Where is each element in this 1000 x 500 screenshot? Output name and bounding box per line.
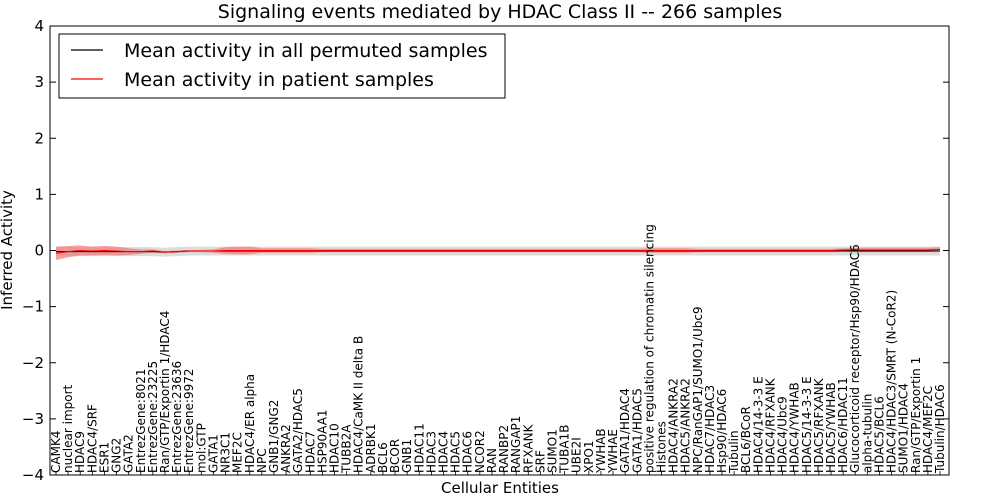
category-label: HDAC4/YWHAB [788,382,802,473]
category-label: HDAC6/HDAC11 [836,377,850,473]
category-label: RANGAP1 [509,416,523,473]
y-tick-label: 3 [34,73,44,91]
y-tick-label: −2 [22,354,44,372]
category-label: alpha-tubulin [860,394,874,473]
category-label: RANBP2 [497,425,511,473]
category-label: TUBB2A [340,424,354,474]
y-tick-label: 2 [34,129,44,147]
category-label: HDAC5/14-3-3 E [800,376,814,473]
legend-label-permuted: Mean activity in all permuted samples [124,40,487,62]
legend: Mean activity in all permuted samples Me… [58,33,506,99]
patient-band [56,245,940,261]
category-label: BCOR [388,439,402,473]
category-label: Hsp90/HDAC6 [715,389,729,473]
category-label: NR3C1 [219,432,233,473]
category-label: SUMO1/HDAC4 [897,383,911,473]
category-label: GATA1/HDAC5 [630,388,644,473]
category-label: Ran/GTP/Exportin 1/HDAC4 [158,311,172,473]
category-label: HDAC4/ANKRA2 [667,378,681,473]
y-tick-label: −1 [22,298,44,316]
category-label: NPC/RanGAP1/SUMO1/Ubc9 [691,306,705,473]
category-label: MEF2C [231,432,245,473]
category-label: HDAC5/ANKRA2 [679,378,693,473]
line-layer [55,248,941,254]
y-tick-label: 1 [34,185,44,203]
category-label: mol:GTP [194,423,208,473]
category-label: Histones [654,421,668,473]
category-label: YWHAE [606,429,620,474]
category-label: GATA1 [206,434,220,473]
plot-frame [49,25,950,476]
category-label: HSP90AA1 [315,409,329,473]
legend-box [58,33,506,99]
category-label: HDAC4/MEF2C [921,386,935,473]
category-label: CAMK4 [49,431,63,473]
category-label: GNB1 [400,439,414,473]
y-tick-label: 0 [34,242,44,260]
category-label: NPC [255,448,269,473]
category-label: GATA2 [122,434,136,473]
category-label: GNB1/GNG2 [267,400,281,473]
category-label: EntrezGene:9972 [182,369,196,474]
category-label: Glucocorticoid receptor/Hsp90/HDAC6 [848,244,862,473]
category-label: HDAC5/BCL6 [872,396,886,473]
category-label: HDAC9 [73,431,87,473]
category-label: HDAC6 [461,431,475,473]
category-label: GNG2 [110,438,124,473]
category-label: positive regulation of chromatin silenci… [642,224,656,473]
category-label: HDAC5 [449,431,463,473]
category-label: YWHAB [594,428,608,474]
category-label: HDAC4/RFXANK [763,377,777,473]
category-label: ADRBK1 [364,423,378,473]
category-label: HDAC7/HDAC3 [703,385,717,473]
category-label: ANKRA2 [279,424,293,473]
category-label: BCL6/BCoR [739,406,753,473]
category-label: TUBA1B [558,425,572,474]
chart-title: Signaling events mediated by HDAC Class … [218,1,782,23]
category-label: HDAC5/RFXANK [812,377,826,473]
category-label: EntrezGene:23225 [146,361,160,473]
category-label: HDAC3 [424,431,438,473]
category-label: HDAC4/14-3-3 E [751,376,765,473]
category-label: NCOR2 [473,430,487,473]
category-label: HDAC4/CaMK II delta B [352,336,366,473]
category-label: HDAC5/YWHAB [824,382,838,473]
category-label: ESR1 [97,442,111,473]
category-label: RFXANK [521,423,535,473]
category-label: nuclear import [61,384,75,473]
category-label: HDAC7 [303,431,317,473]
category-label: Tubulin/HDAC6 [933,384,947,474]
category-label: HDAC4/HDAC3/SMRT (N-CoR2) [885,290,899,473]
category-label: Tubulin [727,430,741,474]
category-label: EntrezGene:8021 [134,369,148,474]
category-label: SRF [533,450,547,473]
category-label: HDAC10 [328,423,342,473]
y-axis-label: Inferred Activity [0,190,16,310]
category-label: HDAC11 [412,423,426,473]
category-label: HDAC4/SRF [85,404,99,473]
band-layer [56,245,940,261]
patient-line [55,248,941,254]
category-label: XPO1 [582,440,596,473]
category-label: HDAC4/ER alpha [243,374,257,473]
category-label: GATA1/HDAC4 [618,388,632,473]
y-tick-label: 4 [34,17,44,35]
category-label: GATA2/HDAC5 [291,388,305,473]
category-label: RAN [485,448,499,473]
legend-label-patient: Mean activity in patient samples [124,69,434,91]
category-label: EntrezGene:23636 [170,361,184,473]
y-tick-label: −4 [22,466,44,484]
category-label: BCL6 [376,442,390,473]
y-tick-label: −3 [22,410,44,428]
category-label: HDAC4 [437,431,451,473]
tick-layer: 4 3 2 1 0 −1 −2 −3 −4 [22,17,949,484]
category-label: HDAC4/Ubc9 [776,396,790,473]
category-label: Ran/GTP/Exportin 1 [909,357,923,473]
category-label: UBE2I [570,437,584,473]
x-axis-label: Cellular Entities [441,479,559,497]
category-label: SUMO1 [545,429,559,473]
